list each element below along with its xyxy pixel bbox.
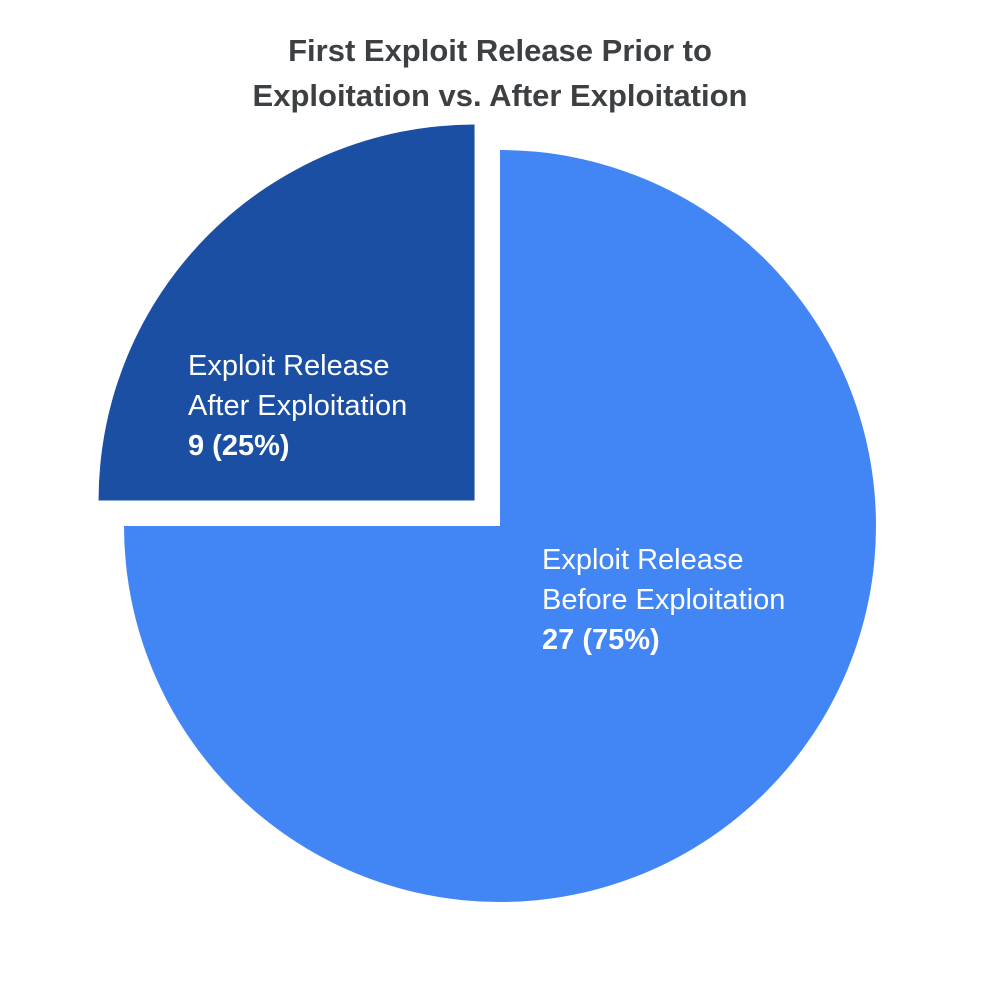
pie-slice-after-exploitation bbox=[98, 124, 475, 501]
chart-title-line-2: Exploitation vs. After Exploitation bbox=[252, 78, 748, 113]
pie-slice-before-exploitation bbox=[124, 150, 876, 902]
chart-title-line-1: First Exploit Release Prior to bbox=[288, 33, 712, 68]
slice-label-before-line-1: Exploit Release bbox=[542, 544, 744, 576]
slice-label-after-exploitation: Exploit Release After Exploitation 9 (25… bbox=[188, 346, 407, 466]
slice-label-after-line-1: Exploit Release bbox=[188, 350, 390, 382]
slice-label-before-line-2: Before Exploitation bbox=[542, 584, 786, 616]
chart-title: First Exploit Release Prior to Exploitat… bbox=[0, 28, 1000, 118]
slice-label-after-line-2: After Exploitation bbox=[188, 390, 408, 422]
slice-label-before-exploitation: Exploit Release Before Exploitation 27 (… bbox=[542, 540, 785, 660]
slice-value-before-exploitation: 27 (75%) bbox=[542, 624, 660, 656]
slice-value-after-exploitation: 9 (25%) bbox=[188, 430, 290, 462]
